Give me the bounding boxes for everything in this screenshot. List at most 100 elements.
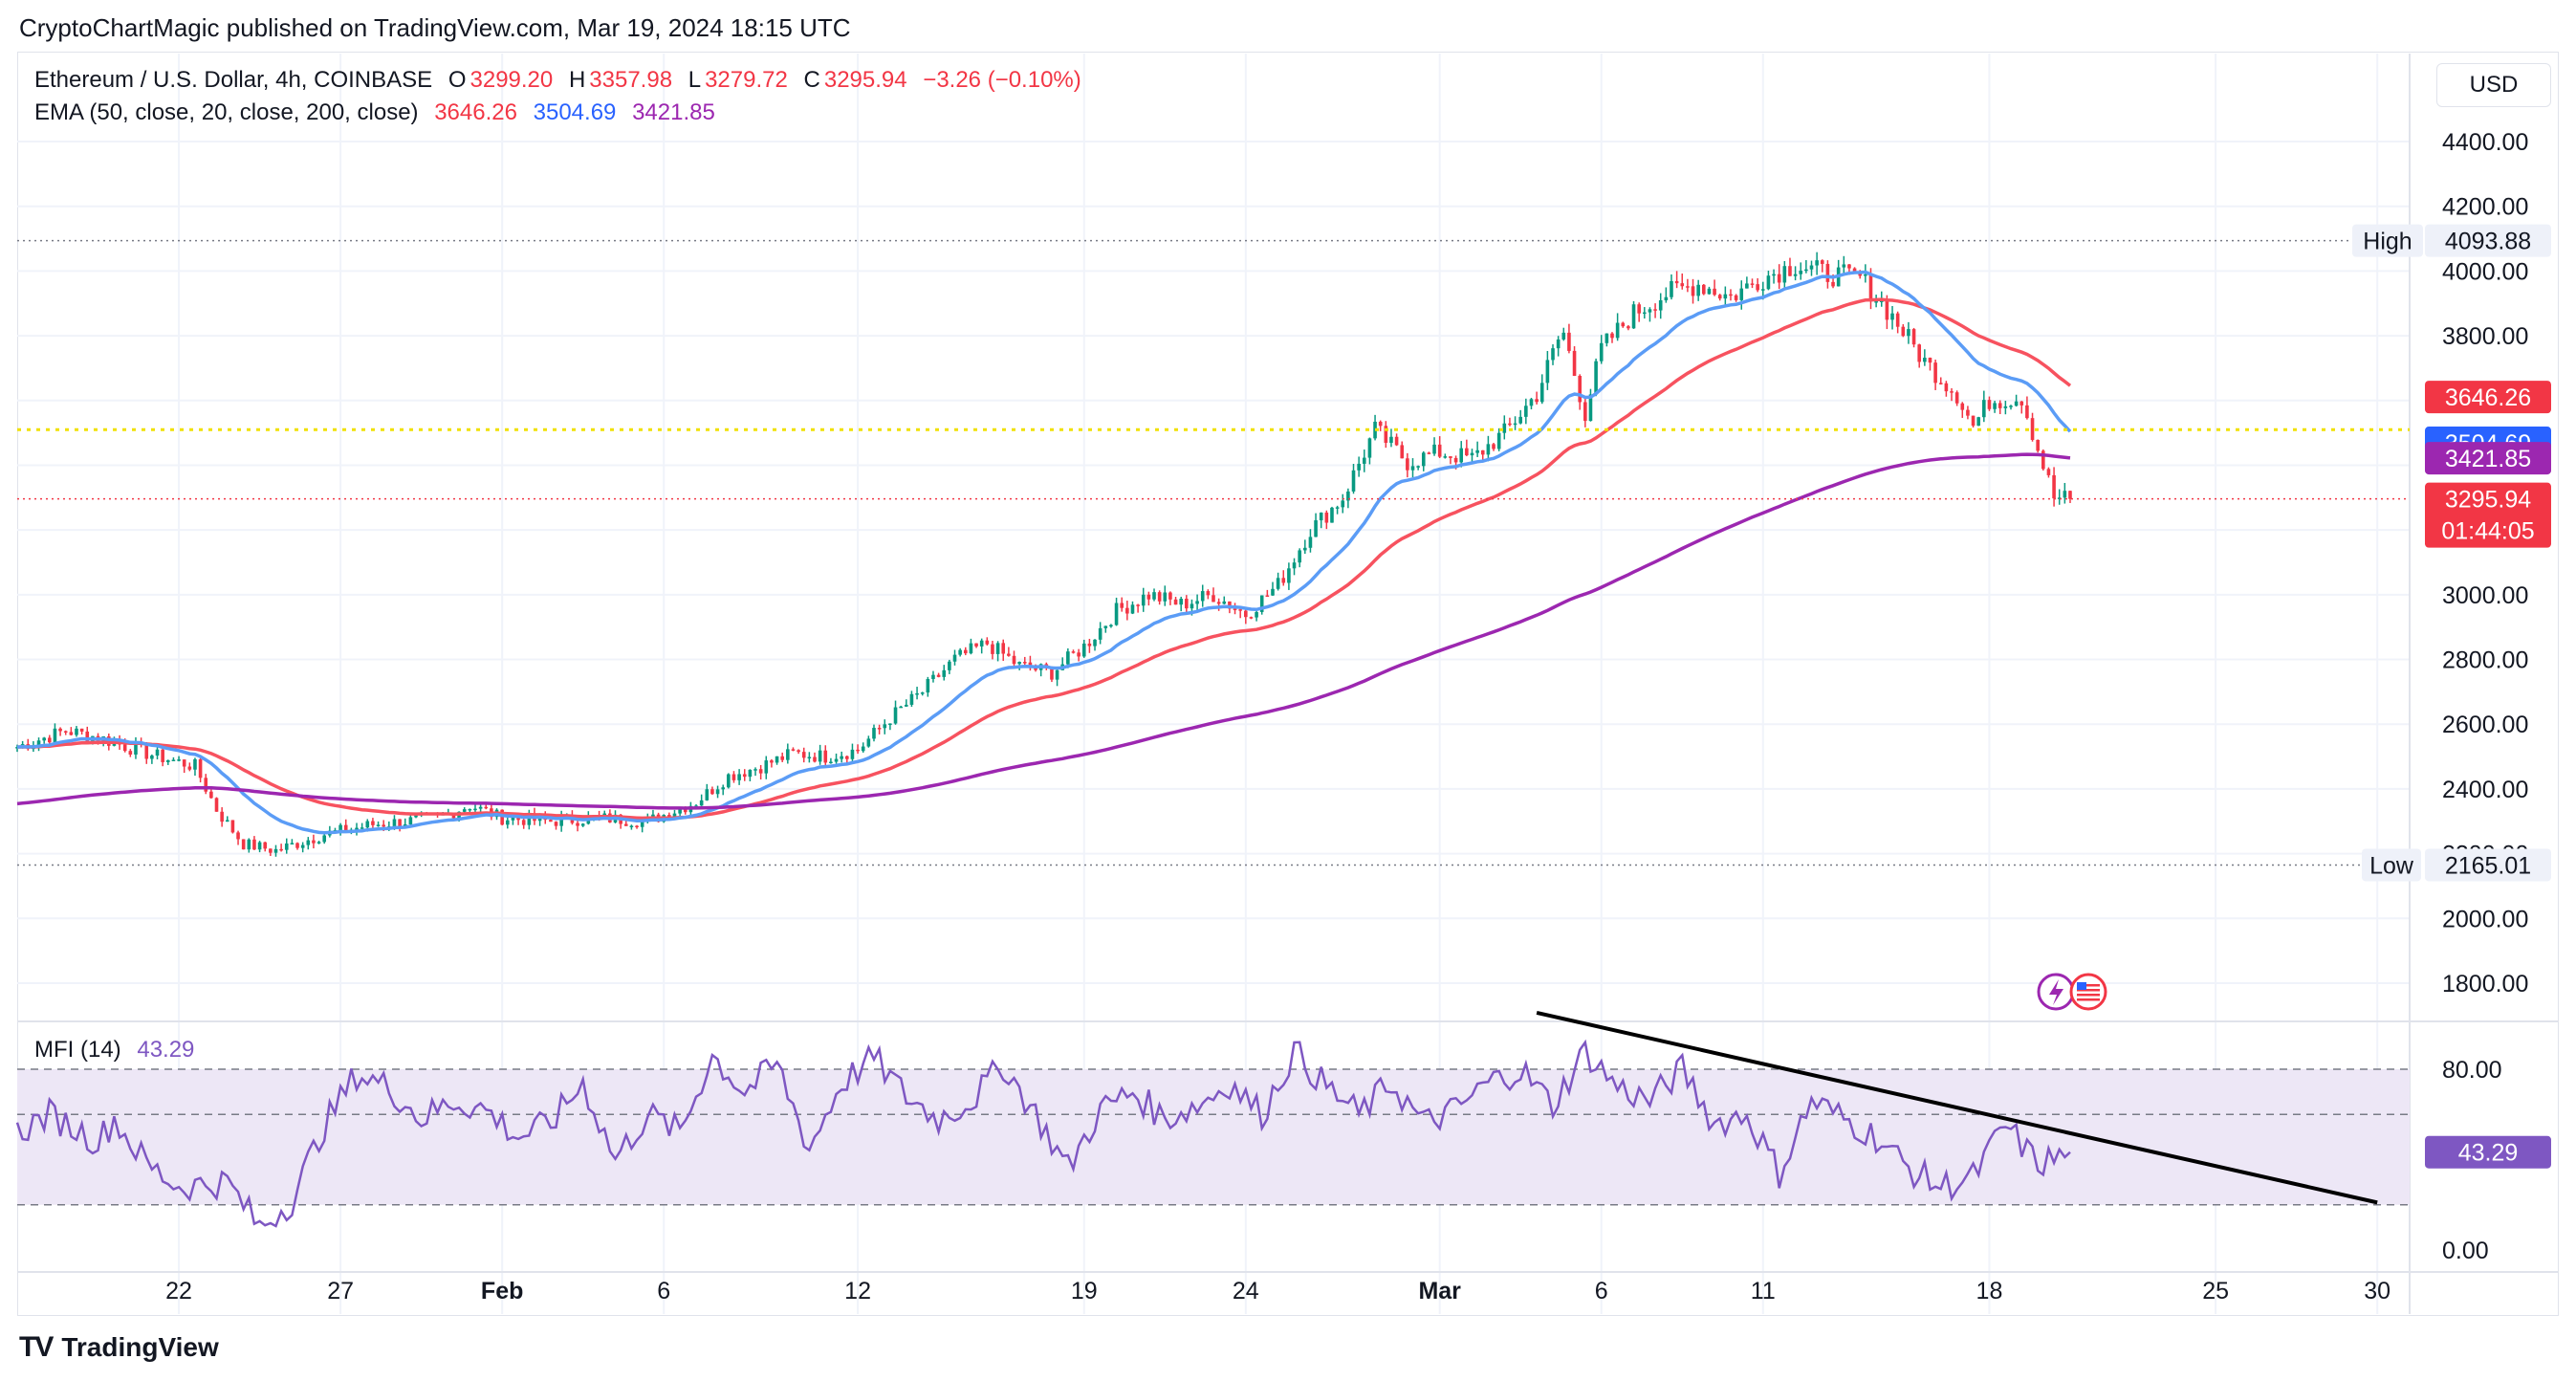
candle-body [1572,350,1577,377]
candle-body [1351,470,1356,492]
candle-body [1066,651,1070,665]
candle-body [414,815,418,818]
candle-body [786,749,790,760]
countdown-tag: 01:44:05 [2441,518,2534,545]
candle-body [85,731,90,742]
candle-body [678,808,682,814]
candle-body [1670,280,1673,297]
candle-body [161,749,164,762]
candle-body [893,707,898,724]
candle-body [1713,288,1716,296]
candle-body [53,728,57,743]
candle-body [1341,500,1345,508]
candle-body [1864,274,1867,276]
candle-body [527,813,532,825]
candle-body [1087,643,1092,647]
candle-body [1212,595,1215,603]
candle-body [382,824,385,827]
candle-body [1486,444,1491,455]
candle-body [2019,401,2024,406]
candle-body [1276,578,1280,589]
candle-body [505,820,510,825]
candle-body [1437,444,1442,457]
candle-body [549,820,553,822]
footer-brand[interactable]: TV TradingView [19,1331,219,1364]
candle-body [829,761,833,764]
candle-body [635,825,639,828]
candle-body [1173,599,1178,605]
candle-body [1950,391,1954,393]
candle-body [1556,339,1561,349]
candle-body [1923,358,1927,362]
candle-body [1259,595,1264,612]
candle-body [1432,444,1436,454]
candle-body [1885,300,1889,320]
ema50-line [16,297,2072,821]
ema50-tag: 3646.26 [2445,384,2531,411]
candle-body [1610,333,1614,339]
candle-body [721,787,726,790]
candle-body [797,750,800,753]
candle-body [580,823,585,826]
candle-body [813,756,817,762]
candle-body [473,808,477,811]
low-value-tag-bg [2425,848,2551,882]
candle-body [1206,591,1211,596]
candle-body [1406,458,1409,471]
candle-body [683,808,688,813]
candle-body [2041,450,2045,470]
candle-body [484,806,489,809]
candle-body [1163,592,1168,602]
price-tick-label: 4200.00 [2442,194,2528,221]
candle-body [969,643,973,654]
candle-body [2036,439,2040,451]
candle-body [1427,452,1431,454]
candle-body [365,821,370,828]
candle-body [134,743,138,755]
low-label-tag-bg [2362,848,2421,882]
candle-body [220,811,224,822]
candle-body [150,756,154,759]
time-tick-label: 6 [1595,1278,1608,1304]
candle-body [1508,423,1512,426]
candle-body [2014,401,2019,406]
candle-body [1130,604,1135,614]
low-label: L [688,67,702,93]
candle-body [69,732,74,735]
candle-body [1518,416,1523,424]
candle-body [247,839,251,850]
candle-body [1551,348,1555,361]
candle-body [1081,643,1086,657]
candle-body [1745,283,1749,289]
candle-body [273,848,278,853]
candle-body [1416,466,1420,468]
candle-body [269,848,273,853]
candle-body [1874,301,1878,303]
mfi-tick-label: 80.00 [2442,1057,2502,1084]
currency-button[interactable]: USD [2436,63,2551,107]
candle-body [1114,603,1119,625]
candle-body [1944,383,1949,392]
candle-body [462,809,467,812]
candle-body [1249,617,1254,619]
price-pane [15,239,2410,1011]
candle-body [1098,627,1102,640]
candle-body [1680,283,1685,287]
candle-body [775,756,779,763]
candle-body [279,848,283,851]
candle-body [1917,344,1922,362]
open-value: 3299.20 [469,67,554,93]
candle-body [640,820,644,827]
price-tick-label: 2000.00 [2442,906,2528,932]
candle-body [58,728,62,732]
candle-body [1997,403,2002,408]
price-tick-label: 2400.00 [2442,777,2528,803]
candle-body [1976,417,1980,427]
candle-body [1539,383,1544,403]
candle-body [1890,313,1894,320]
candle-body [500,809,504,825]
candle-body [974,643,978,647]
candle-body [1410,466,1415,471]
mfi-value: 43.29 [137,1037,195,1063]
